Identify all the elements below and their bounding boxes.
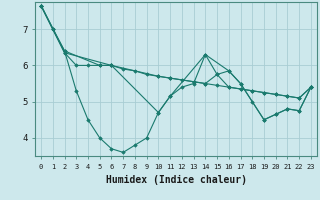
X-axis label: Humidex (Indice chaleur): Humidex (Indice chaleur) [106, 175, 246, 185]
